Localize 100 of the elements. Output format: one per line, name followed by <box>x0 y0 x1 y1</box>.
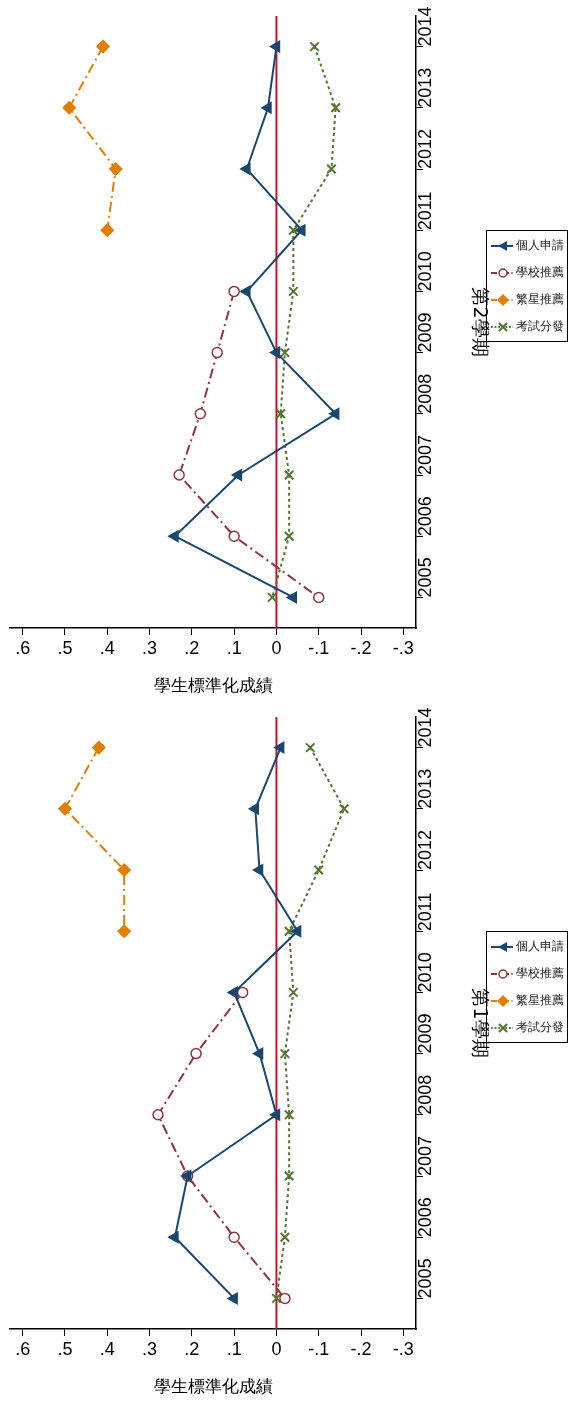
y-tick-label: 2013 <box>414 67 435 108</box>
legend-label: 考試分發 <box>516 318 564 335</box>
y-tick-label: 2014 <box>414 707 435 748</box>
x-tick-label: .3 <box>142 637 158 658</box>
point <box>92 740 106 755</box>
x-axis-title: 學生標準化成績 <box>153 1376 273 1397</box>
legend-label: 個人申請 <box>516 938 564 955</box>
x-tick-label: -.3 <box>392 1338 414 1359</box>
point <box>261 101 272 114</box>
legend-label: 學校推薦 <box>516 264 564 281</box>
x-tick-label: -.1 <box>308 637 330 658</box>
legend-label: 繁星推薦 <box>516 291 564 308</box>
y-tick-label: 2005 <box>414 1258 435 1299</box>
point <box>108 162 123 176</box>
point <box>279 1292 291 1305</box>
x-tick-label: -.2 <box>350 637 372 658</box>
x-tick-label: 0 <box>271 1338 282 1359</box>
y-tick-label: 2012 <box>414 829 435 870</box>
x-tick-label: .2 <box>184 1338 200 1359</box>
x-tick-label: .1 <box>226 637 242 658</box>
point <box>190 1047 202 1060</box>
y-tick-label: 2014 <box>414 6 435 47</box>
x-tick-label: 0 <box>271 637 282 658</box>
y-tick-label: 2011 <box>414 191 435 231</box>
point <box>283 530 295 542</box>
point <box>283 1109 295 1121</box>
x-tick-label: .5 <box>57 637 73 658</box>
y-tick-label: 2008 <box>414 1074 435 1115</box>
point <box>273 741 285 754</box>
x-tick-label: -.1 <box>308 1338 330 1359</box>
point <box>328 407 340 420</box>
point <box>288 224 299 236</box>
point <box>96 39 110 54</box>
point <box>269 1108 281 1121</box>
point <box>290 925 302 938</box>
point <box>279 1048 291 1059</box>
point <box>283 925 295 937</box>
point <box>326 163 337 175</box>
x-tick-label: .4 <box>99 637 115 658</box>
point <box>173 469 185 481</box>
x-tick-label: -.3 <box>392 637 414 658</box>
point <box>194 408 207 420</box>
x-tick-label: .3 <box>142 1338 158 1359</box>
x-tick-label: .6 <box>15 1338 31 1359</box>
y-tick-label: 2008 <box>414 373 435 414</box>
point <box>271 1293 282 1304</box>
point <box>338 803 350 815</box>
point <box>168 1231 179 1244</box>
point <box>295 224 306 237</box>
y-tick-label: 2005 <box>414 557 435 598</box>
point <box>269 346 281 359</box>
y-tick-label: 2013 <box>414 768 435 809</box>
point <box>58 802 72 816</box>
point <box>240 163 251 175</box>
y-tick-label: 2006 <box>414 1197 435 1238</box>
point <box>288 987 299 998</box>
y-tick-label: 2007 <box>414 1135 435 1176</box>
point <box>228 285 240 298</box>
point <box>100 223 115 237</box>
x-tick-label: .2 <box>184 637 200 658</box>
point <box>305 742 316 753</box>
y-tick-label: 2006 <box>414 496 435 537</box>
point <box>227 1292 238 1305</box>
point <box>312 591 325 604</box>
x-tick-label: .5 <box>57 1338 73 1359</box>
point <box>211 346 223 359</box>
point <box>313 864 324 876</box>
point <box>283 469 295 481</box>
point <box>228 530 240 542</box>
legend-label: 考試分發 <box>516 1019 564 1036</box>
legend-label: 學校推薦 <box>516 965 564 982</box>
legend-label: 繁星推薦 <box>516 992 564 1009</box>
point <box>275 408 286 420</box>
point <box>266 592 278 603</box>
x-tick-label: .1 <box>226 1338 242 1359</box>
x-tick-label: .4 <box>99 1338 115 1359</box>
y-tick-label: 2009 <box>414 1013 435 1054</box>
y-tick-label: 2012 <box>414 128 435 169</box>
point <box>330 102 341 114</box>
point <box>288 286 299 297</box>
point <box>279 347 291 358</box>
point <box>168 530 179 543</box>
point <box>248 802 260 815</box>
point <box>309 41 320 52</box>
y-tick-label: 2010 <box>414 952 435 993</box>
point <box>62 101 76 115</box>
point <box>152 1109 164 1121</box>
y-tick-label: 2009 <box>414 312 435 353</box>
point <box>227 986 238 999</box>
point <box>286 591 298 604</box>
x-axis-title: 學生標準化成績 <box>153 675 273 696</box>
point <box>117 863 131 877</box>
point <box>269 40 281 53</box>
y-tick-label: 2007 <box>414 434 435 475</box>
x-tick-label: .6 <box>15 637 31 658</box>
point <box>252 1047 264 1060</box>
legend-label: 個人申請 <box>516 237 564 254</box>
point <box>117 924 131 938</box>
point <box>283 1170 295 1182</box>
point <box>252 864 264 876</box>
